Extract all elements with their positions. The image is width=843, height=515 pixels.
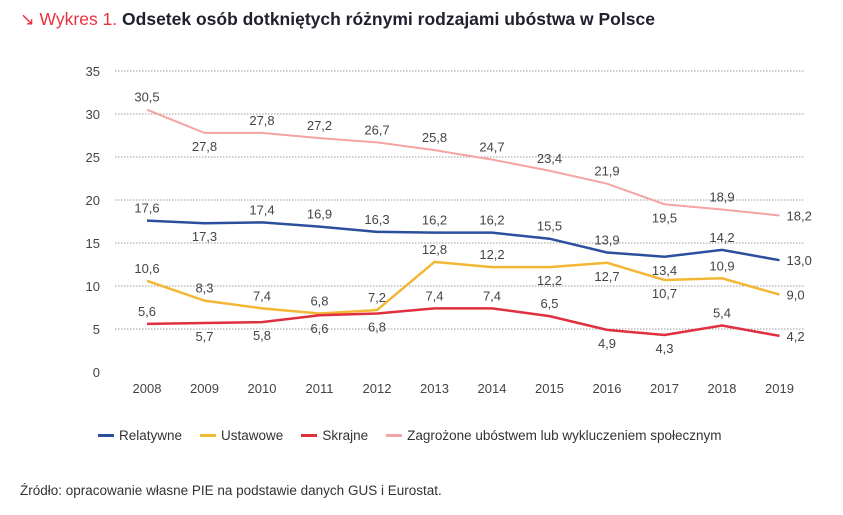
data-label: 26,7 xyxy=(364,122,389,137)
data-label: 12,2 xyxy=(479,247,504,262)
series-line-relatywne xyxy=(146,219,780,262)
data-label: 12,8 xyxy=(422,242,447,257)
legend-label: Zagrożone ubóstwem lub wykluczeniem społ… xyxy=(407,428,722,443)
legend-label: Ustawowe xyxy=(221,428,284,443)
x-tick-label: 2008 xyxy=(133,381,162,396)
x-tick-label: 2012 xyxy=(363,381,392,396)
data-label: 7,4 xyxy=(425,288,443,303)
source-note: Źródło: opracowanie własne PIE na podsta… xyxy=(20,483,442,498)
data-label: 7,2 xyxy=(368,290,386,305)
data-label: 5,7 xyxy=(195,329,213,344)
x-tick-label: 2018 xyxy=(708,381,737,396)
data-label: 7,4 xyxy=(253,288,271,303)
legend-label: Skrajne xyxy=(322,428,369,443)
data-label: 8,3 xyxy=(195,281,213,296)
data-label: 16,2 xyxy=(422,213,447,228)
data-label: 18,2 xyxy=(787,208,812,223)
data-label: 4,9 xyxy=(598,336,616,351)
data-label: 12,2 xyxy=(537,273,562,288)
data-label: 17,6 xyxy=(134,201,159,216)
data-label: 19,5 xyxy=(652,210,677,225)
data-label: 15,5 xyxy=(537,219,562,234)
data-label: 12,7 xyxy=(594,269,619,284)
data-label: 27,8 xyxy=(192,139,217,154)
legend-swatch xyxy=(386,434,403,437)
data-label: 16,3 xyxy=(364,212,389,227)
y-tick-label: 30 xyxy=(86,107,100,122)
data-label: 27,8 xyxy=(249,113,274,128)
data-label: 5,8 xyxy=(253,328,271,343)
legend-item: Zagrożone ubóstwem lub wykluczeniem społ… xyxy=(386,428,721,443)
legend-item: Skrajne xyxy=(301,428,368,443)
y-tick-label: 10 xyxy=(86,279,100,294)
data-label: 21,9 xyxy=(594,164,619,179)
data-label: 13,9 xyxy=(594,232,619,247)
data-label: 17,3 xyxy=(192,229,217,244)
data-label: 30,5 xyxy=(134,90,159,105)
data-label: 24,7 xyxy=(479,140,504,155)
series-line-zagrożone xyxy=(146,108,780,217)
legend-label: Relatywne xyxy=(119,428,183,443)
x-tick-label: 2017 xyxy=(650,381,679,396)
data-label: 4,2 xyxy=(787,329,805,344)
legend-item: Ustawowe xyxy=(200,428,283,443)
legend-swatch xyxy=(200,434,217,437)
data-label: 9,0 xyxy=(787,288,805,303)
data-label: 18,9 xyxy=(709,189,734,204)
y-tick-label: 0 xyxy=(93,365,100,380)
chart-title-text: Odsetek osób dotkniętych różnymi rodzaja… xyxy=(122,9,655,29)
chart-title: ↘ Wykres 1. Odsetek osób dotkniętych róż… xyxy=(20,9,655,30)
legend-swatch xyxy=(301,434,318,437)
y-tick-label: 35 xyxy=(86,64,100,79)
x-tick-label: 2009 xyxy=(190,381,219,396)
data-label: 6,8 xyxy=(368,320,386,335)
legend-swatch xyxy=(98,434,114,437)
y-tick-label: 15 xyxy=(86,236,100,251)
data-label: 27,2 xyxy=(307,118,332,133)
data-label: 14,2 xyxy=(709,230,734,245)
x-tick-label: 2014 xyxy=(478,381,507,396)
data-label: 5,6 xyxy=(138,304,156,319)
x-tick-label: 2019 xyxy=(765,381,794,396)
data-label: 23,4 xyxy=(537,151,562,166)
x-tick-label: 2011 xyxy=(306,381,334,396)
chart-number: ↘ Wykres 1. xyxy=(20,9,118,29)
y-tick-label: 5 xyxy=(93,322,100,337)
data-label: 6,8 xyxy=(310,294,328,309)
data-label: 16,9 xyxy=(307,207,332,222)
data-label: 6,5 xyxy=(540,296,558,311)
data-label: 25,8 xyxy=(422,130,447,145)
data-label: 10,9 xyxy=(709,258,734,273)
series-line-skrajne xyxy=(146,307,780,338)
data-label: 10,7 xyxy=(652,286,677,301)
legend: Relatywne Ustawowe Skrajne Zagrożone ubóstw… xyxy=(98,428,721,443)
data-label: 6,6 xyxy=(310,321,328,336)
series-line-ustawowe xyxy=(146,260,780,315)
x-tick-label: 2013 xyxy=(420,381,449,396)
data-label: 10,6 xyxy=(134,261,159,276)
data-label: 4,3 xyxy=(655,341,673,356)
data-label: 7,4 xyxy=(483,288,501,303)
x-tick-label: 2016 xyxy=(593,381,622,396)
x-tick-label: 2015 xyxy=(535,381,564,396)
x-tick-label: 2010 xyxy=(248,381,277,396)
data-label: 16,2 xyxy=(479,213,504,228)
y-tick-label: 25 xyxy=(86,150,100,165)
data-label: 17,4 xyxy=(249,202,274,217)
data-label: 13,4 xyxy=(652,263,677,278)
y-tick-label: 20 xyxy=(86,193,100,208)
legend-item: Relatywne xyxy=(98,428,182,443)
data-label: 5,4 xyxy=(713,306,731,321)
data-label: 13,0 xyxy=(787,253,812,268)
